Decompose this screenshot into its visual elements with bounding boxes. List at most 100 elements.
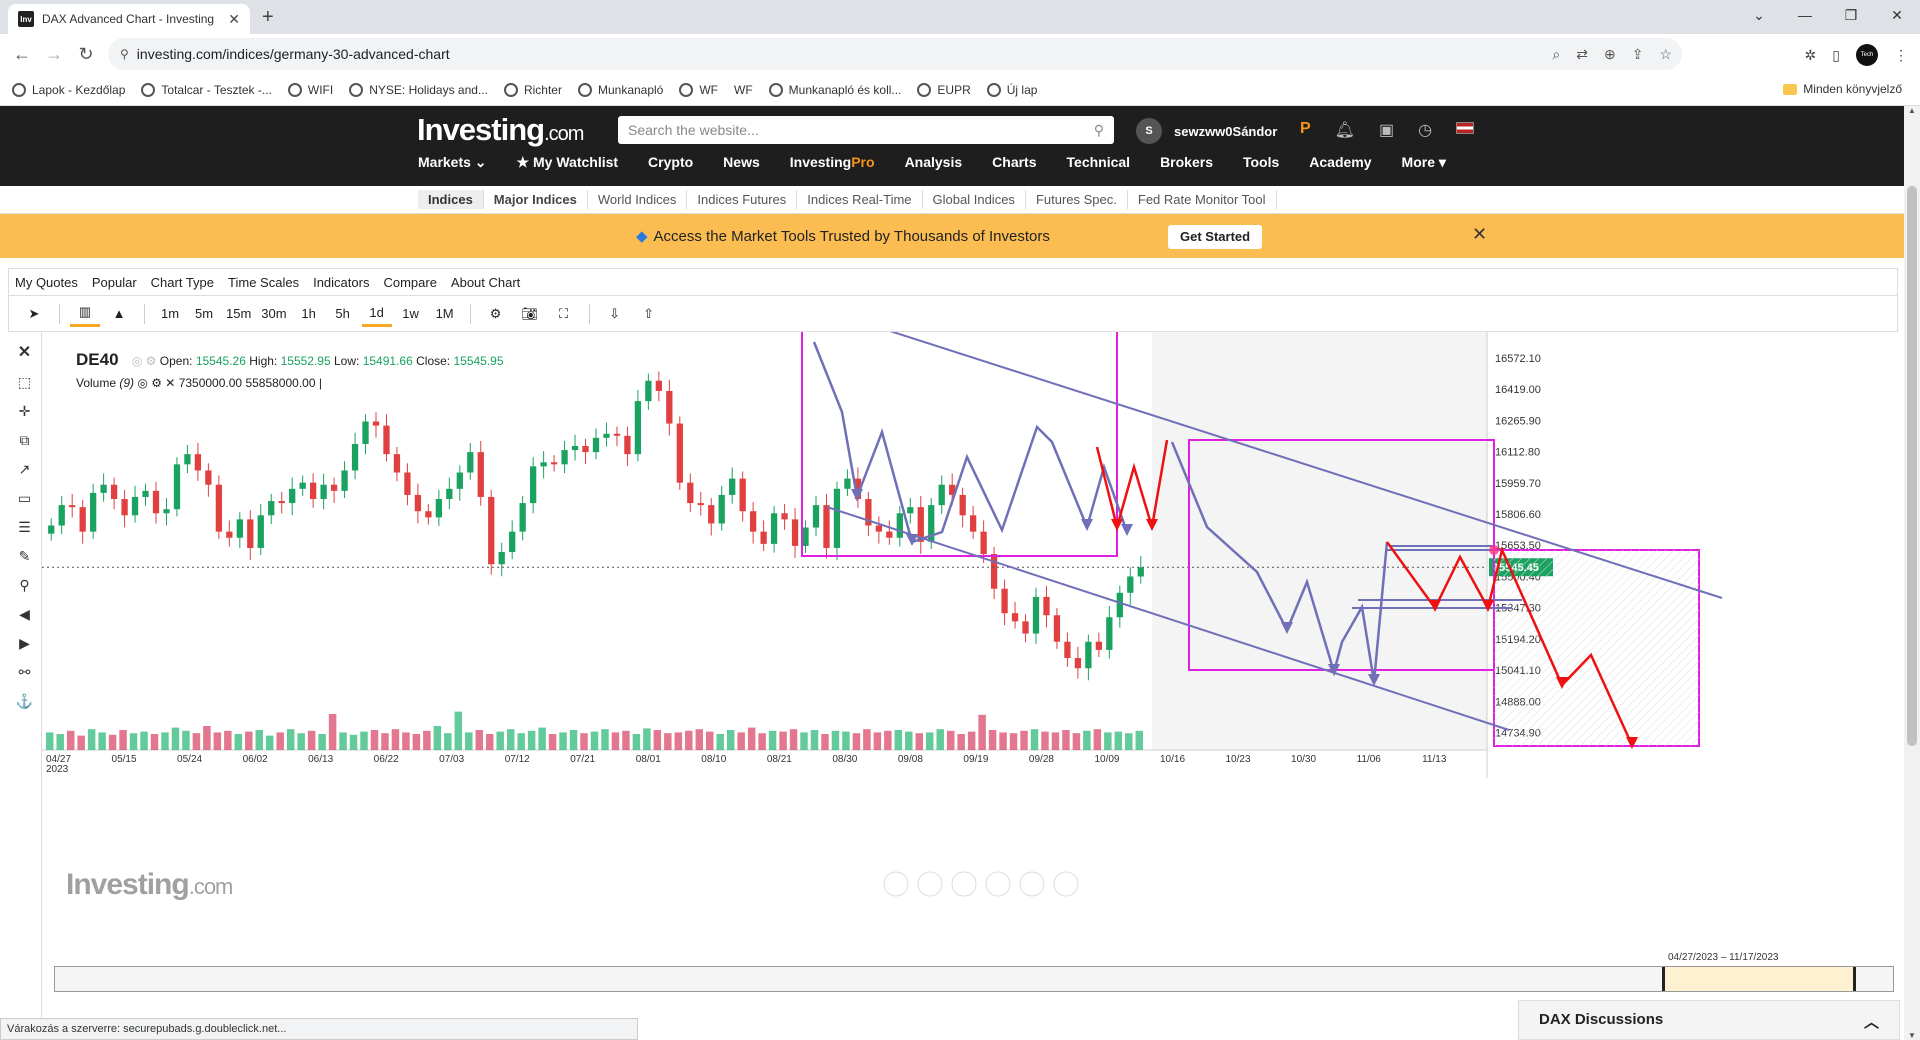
minimize-icon[interactable]: — xyxy=(1798,7,1812,23)
menu-time-scales[interactable]: Time Scales xyxy=(228,274,300,290)
rectangle-tool-icon[interactable]: ▭ xyxy=(17,490,32,506)
subnav-world-indices[interactable]: World Indices xyxy=(588,190,688,209)
subnav-futures-spec[interactable]: Futures Spec. xyxy=(1026,190,1128,209)
subnav-global-indices[interactable]: Global Indices xyxy=(923,190,1026,209)
cursor-tool-icon[interactable]: ⬚ xyxy=(17,374,32,390)
menu-about-chart[interactable]: About Chart xyxy=(450,274,521,290)
nav-more[interactable]: More ▾ xyxy=(1401,154,1446,170)
brush-tool-icon[interactable]: ✎ xyxy=(18,548,31,564)
zoom-icon[interactable]: ⊕ xyxy=(1603,45,1616,62)
bookmark-item[interactable]: Totalcar - Tesztek -... xyxy=(141,82,272,97)
trendline-tool-icon[interactable]: ↗ xyxy=(18,461,31,477)
scroll-down-icon[interactable]: ▼ xyxy=(1908,1031,1916,1040)
pointer-icon[interactable]: ➤ xyxy=(28,305,40,321)
fibonacci-tool-icon[interactable]: ☰ xyxy=(18,519,31,535)
nav-crypto[interactable]: Crypto xyxy=(648,154,694,170)
scroll-up-icon[interactable]: ▲ xyxy=(1908,106,1916,115)
fullscreen-icon[interactable]: ⛶ xyxy=(559,305,569,321)
nav-my-watchlist[interactable]: ★ My Watchlist xyxy=(516,154,619,170)
nav-news[interactable]: News xyxy=(723,154,760,170)
user-menu[interactable]: S sewzww0Sándor xyxy=(1136,118,1277,144)
translate-icon[interactable]: ⇄ xyxy=(1576,45,1588,62)
investing-logo[interactable]: Investing.com xyxy=(417,112,584,148)
subnav-major-indices[interactable]: Major Indices xyxy=(484,190,588,209)
bookmark-item[interactable]: EUPR xyxy=(917,82,971,97)
bookmark-star-icon[interactable]: ☆ xyxy=(1659,45,1672,62)
timeframe-1m[interactable]: 1m xyxy=(160,306,180,321)
magnet-tool-icon[interactable]: ⚓ xyxy=(15,693,34,709)
share-icon[interactable]: ⇪ xyxy=(1631,45,1644,62)
bookmark-item[interactable]: Richter xyxy=(503,82,562,97)
camera-icon[interactable]: 📷︎ xyxy=(521,305,538,321)
crosshair-tool-icon[interactable]: ✛ xyxy=(18,403,31,419)
forward-icon[interactable]: → xyxy=(45,43,63,64)
all-bookmarks[interactable]: Minden könyvjelző xyxy=(1783,82,1902,96)
chart-canvas[interactable]: 16572.10 16419.00 16265.90 16112.80 15959.70… xyxy=(42,332,1898,1018)
copy-tool-icon[interactable]: ⧉ xyxy=(19,432,30,448)
measure-tool-icon[interactable]: ⚯ xyxy=(18,664,31,680)
menu-compare[interactable]: Compare xyxy=(383,274,437,290)
navigator-selection[interactable] xyxy=(1662,967,1856,991)
search-icon[interactable]: ⚲ xyxy=(1093,121,1104,138)
back-icon[interactable]: ← xyxy=(13,43,31,64)
reload-icon[interactable]: ↻ xyxy=(78,43,94,64)
bookmark-item[interactable]: WF xyxy=(679,82,718,97)
speaker-icon[interactable]: ◀ xyxy=(19,606,30,622)
bookmark-item[interactable]: Lapok - Kezdőlap xyxy=(12,82,125,97)
investing-pro-icon[interactable]: P xyxy=(1300,120,1311,137)
discussions-panel[interactable]: DAX Discussions ︿ xyxy=(1518,1000,1900,1040)
timeframe-1M[interactable]: 1M xyxy=(435,306,454,321)
timeframe-5m[interactable]: 5m xyxy=(194,306,214,321)
get-started-button[interactable]: Get Started xyxy=(1168,225,1263,249)
nav-analysis[interactable]: Analysis xyxy=(904,154,963,170)
page-scrollbar[interactable]: ▲ ▼ xyxy=(1904,106,1920,1040)
maximize-icon[interactable]: ❐ xyxy=(1844,7,1858,23)
menu-my-quotes[interactable]: My Quotes xyxy=(15,274,78,290)
site-info-icon[interactable]: ⚲ xyxy=(120,47,129,61)
new-tab-icon[interactable]: + xyxy=(262,6,274,28)
zoom-tool-icon[interactable]: ⚲ xyxy=(19,577,30,593)
nav-tools[interactable]: Tools xyxy=(1242,154,1280,170)
chart-navigator[interactable] xyxy=(54,966,1894,992)
scroll-thumb[interactable] xyxy=(1907,186,1917,746)
nav-charts[interactable]: Charts xyxy=(992,154,1037,170)
nav-brokers[interactable]: Brokers xyxy=(1160,154,1213,170)
timeframe-5h[interactable]: 5h xyxy=(335,306,350,321)
download-icon[interactable]: ⇩ xyxy=(609,305,621,321)
nav-investing-pro[interactable]: InvestingPro xyxy=(790,154,875,171)
subnav-fed-rate-monitor[interactable]: Fed Rate Monitor Tool xyxy=(1128,190,1277,209)
bookmark-item[interactable]: WF xyxy=(734,83,753,97)
url-text[interactable]: investing.com/indices/germany-30-advance… xyxy=(136,46,450,62)
timeframe-1d[interactable]: 1d xyxy=(361,301,392,327)
bell-icon[interactable]: 🔔︎ xyxy=(1334,122,1355,139)
subnav-indices-futures[interactable]: Indices Futures xyxy=(687,190,798,209)
upload-icon[interactable]: ⇧ xyxy=(643,305,655,321)
volume-settings-icon[interactable]: ◎ ⚙ ✕ xyxy=(137,376,176,390)
bookmark-item[interactable]: Munkanapló xyxy=(577,82,663,97)
next-tool-icon[interactable]: ▶ xyxy=(19,635,30,651)
bookmark-item[interactable]: Új lap xyxy=(986,82,1037,97)
clear-drawings-icon[interactable]: ✕ xyxy=(17,344,32,361)
close-icon[interactable]: ✕ xyxy=(1472,224,1488,244)
nav-technical[interactable]: Technical xyxy=(1066,154,1131,170)
site-search-input[interactable]: Search the website... ⚲ xyxy=(618,116,1114,144)
menu-indicators[interactable]: Indicators xyxy=(313,274,370,290)
clock-icon[interactable]: ◷ xyxy=(1418,122,1433,139)
menu-chart-type[interactable]: Chart Type xyxy=(150,274,215,290)
timeframe-15m[interactable]: 15m xyxy=(226,306,252,321)
settings-gear-icon[interactable]: ⚙ xyxy=(489,305,502,321)
close-tab-icon[interactable]: ✕ xyxy=(228,10,240,27)
nav-academy[interactable]: Academy xyxy=(1309,154,1372,170)
tab-search-icon[interactable]: ⌄ xyxy=(1753,7,1765,23)
close-window-icon[interactable]: ✕ xyxy=(1891,7,1903,23)
browser-menu-icon[interactable]: ⋮ xyxy=(1894,46,1908,63)
search-page-icon[interactable]: ⌕ xyxy=(1552,45,1561,62)
subnav-indices[interactable]: Indices xyxy=(418,190,484,209)
candlestick-icon[interactable]: ▥ xyxy=(70,300,100,327)
browser-tab[interactable]: Inv DAX Advanced Chart - Investing ✕ xyxy=(8,4,250,34)
extensions-icon[interactable]: ✲ xyxy=(1804,46,1817,63)
area-chart-icon[interactable]: ▲ xyxy=(112,306,126,321)
price-chart[interactable]: 16572.10 16419.00 16265.90 16112.80 15959.70… xyxy=(42,332,1898,1018)
legend-visibility-icon[interactable]: ◎ ⚙ xyxy=(131,354,157,368)
omnibox[interactable]: ⚲ investing.com/indices/germany-30-advan… xyxy=(108,38,1682,70)
